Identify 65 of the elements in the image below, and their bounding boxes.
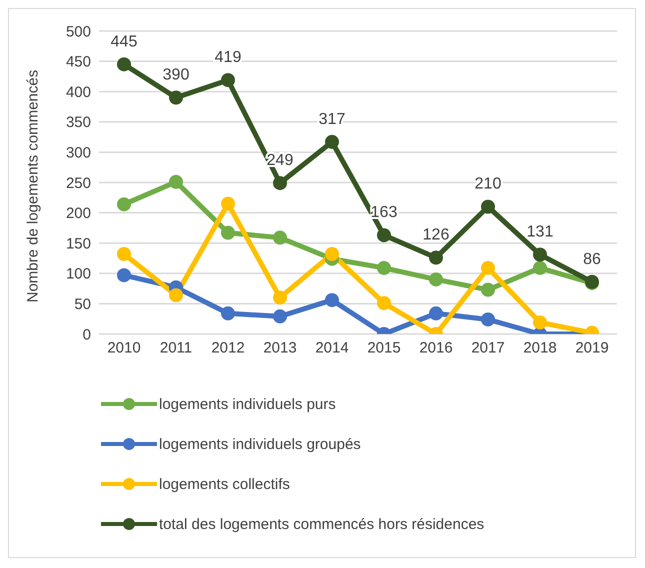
data-label: 210	[474, 176, 502, 193]
y-tick-label: 100	[66, 266, 91, 283]
data-label: 390	[162, 66, 190, 84]
point	[221, 73, 235, 88]
data-label: 86	[583, 250, 601, 268]
point	[169, 288, 183, 302]
y-tick-label: 350	[66, 114, 91, 132]
point	[377, 260, 391, 275]
y-tick-label: 500	[66, 23, 91, 40]
point	[117, 57, 131, 72]
x-tick-label: 2010	[107, 340, 141, 357]
data-label: 131	[526, 224, 554, 241]
x-tick-label: 2016	[419, 340, 453, 357]
point	[481, 282, 495, 297]
x-tick-label: 2013	[263, 340, 297, 357]
point	[377, 296, 391, 310]
point	[533, 315, 547, 330]
point	[325, 134, 339, 149]
x-tick-label: 2017	[471, 340, 505, 357]
legend-label: logements individuels groupés	[159, 436, 361, 452]
point	[273, 230, 287, 245]
y-tick-label: 150	[66, 235, 91, 252]
y-tick-label: 450	[66, 54, 91, 71]
point	[273, 290, 287, 305]
point	[533, 260, 547, 275]
point	[429, 250, 443, 265]
y-tick-label: 400	[66, 84, 91, 101]
point	[169, 90, 183, 105]
point	[377, 228, 391, 242]
data-label: 419	[214, 49, 242, 66]
point	[429, 272, 443, 286]
point	[117, 268, 131, 282]
y-tick-label: 250	[66, 174, 91, 192]
x-tick-label: 2018	[523, 340, 557, 357]
point	[169, 174, 183, 189]
point	[117, 247, 131, 262]
legend-label: logements collectifs	[159, 476, 290, 492]
point	[117, 197, 131, 212]
point	[273, 176, 287, 190]
point	[221, 306, 235, 320]
y-tick-label: 50	[74, 296, 91, 314]
legend-label: total des logements commencés hors résidences	[159, 516, 484, 532]
point	[325, 293, 339, 308]
y-tick-label: 200	[66, 205, 91, 222]
data-label: 445	[110, 33, 138, 50]
x-tick-label: 2015	[367, 340, 401, 357]
x-tick-label: 2019	[575, 340, 609, 357]
point	[221, 226, 235, 240]
y-tick-label: 0	[82, 326, 91, 344]
point	[481, 260, 495, 275]
x-tick-label: 2014	[315, 340, 349, 357]
point	[221, 196, 235, 211]
point	[429, 306, 443, 320]
legend-label: logements individuels purs	[159, 396, 336, 412]
data-label: 317	[318, 110, 346, 128]
x-tick-label: 2012	[211, 340, 245, 357]
y-axis-title: Nombre de logements commencés	[24, 70, 42, 302]
point	[533, 248, 547, 262]
point	[481, 312, 495, 326]
point	[481, 200, 495, 214]
x-tick-label: 2011	[160, 340, 192, 357]
point	[325, 247, 339, 262]
y-tick-label: 300	[66, 144, 91, 162]
point	[273, 309, 287, 324]
data-label: 126	[422, 226, 450, 244]
